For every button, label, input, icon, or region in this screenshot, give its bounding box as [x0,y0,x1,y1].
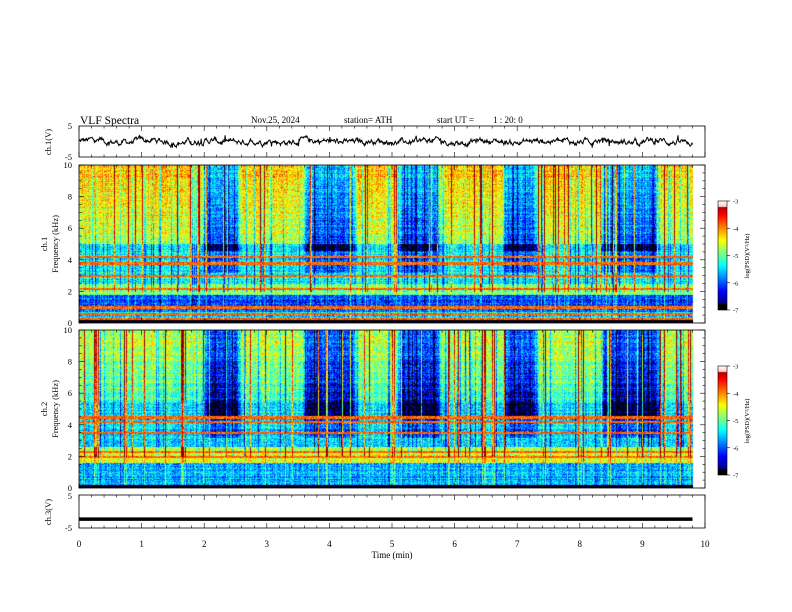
frequency-tick-label: 6 [68,223,72,233]
x-tick-label: 9 [640,539,645,549]
ch1-colorbar: -3 -4 -5 -6 -7 log(PSD)(V²/Hz) [717,199,751,315]
x-tick-label: 5 [390,539,395,549]
start-ut-value: 1 : 20: 0 [493,115,523,125]
x-tick-label: 6 [452,539,457,549]
ch2-frequency-label: Frequency (kHz) [50,380,60,438]
ch1-channel-label: ch.1 [39,237,49,251]
ch1-spectrogram-panel: 0 2 4 6 8 10 ch.1 Frequency (kHz) [39,160,706,328]
ch2-colorbar: -3 -4 -5 -6 -7 log(PSD)(V²/Hz) [717,364,751,480]
colorbar-tick-label: -6 [733,280,739,287]
x-tick-label: 7 [515,539,520,549]
ch3-trace-ticks [78,495,706,528]
ch2-colorbar-label: log(PSD)(V²/Hz) [744,399,751,444]
colorbar-tick-label: -5 [733,253,738,260]
colorbar-tick-label: -4 [733,391,739,398]
ch1-waveform-panel: 5 -5 ch.1(V) [43,121,706,162]
x-tick-label: 1 [139,539,144,549]
ch1-colorbar-ticks: -3 -4 -5 -6 -7 [727,199,739,315]
ch1-colorbar-label: log(PSD)(V²/Hz) [744,234,751,279]
ch2-spectrogram-yticklabels: 0 2 4 6 8 10 [64,325,73,493]
ch1-ytick-bottom: -5 [65,152,72,162]
colorbar-tick-label: -7 [733,473,739,480]
ch2-colorbar-ticks: -3 -4 -5 -6 -7 [727,364,739,480]
frequency-tick-label: 0 [68,483,72,493]
ch2-spectrogram-ticks [78,329,706,489]
frequency-tick-label: 2 [68,451,72,461]
date-label: Nov.25, 2024 [251,115,300,125]
ch1-spectrogram-ticks [78,164,706,324]
colorbar-tick-label: -6 [733,445,739,452]
ch2-channel-label: ch.2 [39,402,49,416]
chart-title: VLF Spectra [80,115,139,127]
colorbar-tick-label: -3 [733,199,738,206]
x-tick-label: 10 [701,539,711,549]
ch2-spectrogram-image [79,330,705,488]
ch1-frequency-label: Frequency (kHz) [50,215,60,273]
ch1-ytick-top: 5 [68,121,72,131]
frequency-tick-label: 4 [68,255,73,265]
frequency-tick-label: 8 [68,192,72,202]
x-axis-ticklabels: 0 1 2 3 4 5 6 7 8 9 10 [77,539,710,549]
ch3-ytick-top: 5 [68,491,72,501]
ch1-colorbar-gradient [718,201,727,310]
ch2-spectrogram-panel: 0 2 4 6 8 10 ch.2 Frequency (kHz) [39,325,706,493]
x-tick-label: 8 [578,539,583,549]
x-tick-label: 3 [265,539,270,549]
x-tick-label: 0 [77,539,82,549]
ch1-waveform-ylabel: ch.1(V) [43,129,53,155]
ch1-spectrogram-image [79,165,705,323]
colorbar-tick-label: -7 [733,308,739,315]
colorbar-tick-label: -4 [733,226,739,233]
ch3-trace-panel: 5 -5 ch.3(V) [43,491,706,533]
x-tick-label: 2 [202,539,207,549]
frequency-tick-label: 8 [68,357,72,367]
ch3-trace-ylabel: ch.3(V) [43,499,53,525]
ch1-waveform-series [78,134,693,149]
frequency-tick-label: 0 [68,318,72,328]
colorbar-tick-label: -5 [733,418,738,425]
frequency-tick-label: 10 [64,160,73,170]
start-ut-label: start UT = [437,115,474,125]
frequency-tick-label: 4 [68,420,73,430]
frequency-tick-label: 6 [68,388,72,398]
colorbar-tick-label: -3 [733,364,738,371]
ch2-colorbar-gradient [718,366,727,475]
frequency-tick-label: 10 [64,325,73,335]
frequency-tick-label: 2 [68,286,72,296]
x-axis-label: Time (min) [372,550,413,560]
station-label: station= ATH [344,115,393,125]
ch1-spectrogram-yticklabels: 0 2 4 6 8 10 [64,160,73,328]
x-tick-label: 4 [327,539,332,549]
ch1-waveform-ticks [78,126,706,157]
ch3-ytick-bottom: -5 [65,523,72,533]
